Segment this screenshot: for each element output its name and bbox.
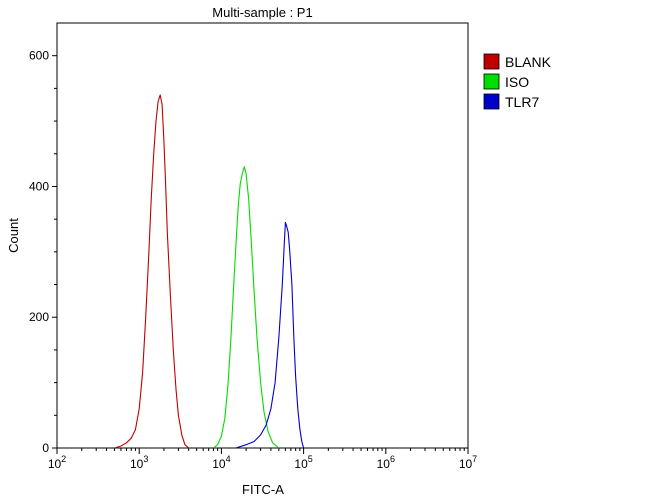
x-tick-base: 10 [212, 457, 226, 471]
plot-area [56, 22, 469, 449]
legend-label-iso: ISO [505, 74, 529, 90]
series-line-tlr7 [235, 221, 305, 449]
x-tick-label: 104 [212, 454, 230, 471]
legend-swatch-iso [483, 73, 500, 90]
legend-swatch-blank [483, 53, 500, 70]
x-tick-exponent: 7 [472, 454, 477, 464]
series-line-iso [213, 166, 280, 449]
x-tick-exponent: 3 [143, 454, 148, 464]
legend-label-blank: BLANK [505, 54, 552, 70]
x-tick-exponent: 5 [308, 454, 313, 464]
y-tick-label: 200 [29, 310, 49, 324]
x-tick-base: 10 [459, 457, 473, 471]
x-tick-label: 106 [377, 454, 395, 471]
y-axis-title: Count [6, 218, 21, 253]
legend-swatch-tlr7 [483, 93, 500, 110]
y-tick-label: 0 [42, 441, 49, 455]
x-tick-base: 10 [130, 457, 144, 471]
x-tick-label: 105 [294, 454, 312, 471]
legend: BLANK ISO TLR7 [483, 53, 552, 110]
x-tick-exponent: 4 [226, 454, 231, 464]
x-tick-exponent: 6 [390, 454, 395, 464]
x-tick-base: 10 [377, 457, 391, 471]
series-layer [114, 94, 305, 449]
x-axis: 102 103 104 105 106 107 [48, 448, 477, 471]
y-tick-label: 600 [29, 49, 49, 63]
y-axis: 0 200 400 600 [29, 49, 57, 455]
x-tick-label: 107 [459, 454, 477, 471]
x-tick-label: 102 [48, 454, 66, 471]
legend-label-tlr7: TLR7 [505, 94, 539, 110]
x-tick-exponent: 2 [61, 454, 66, 464]
x-tick-base: 10 [48, 457, 62, 471]
y-tick-label: 400 [29, 179, 49, 193]
x-tick-label: 103 [130, 454, 148, 471]
series-line-blank [114, 94, 190, 449]
x-tick-base: 10 [294, 457, 308, 471]
x-axis-title: FITC-A [242, 482, 284, 497]
chart-title: Multi-sample : P1 [212, 5, 312, 20]
